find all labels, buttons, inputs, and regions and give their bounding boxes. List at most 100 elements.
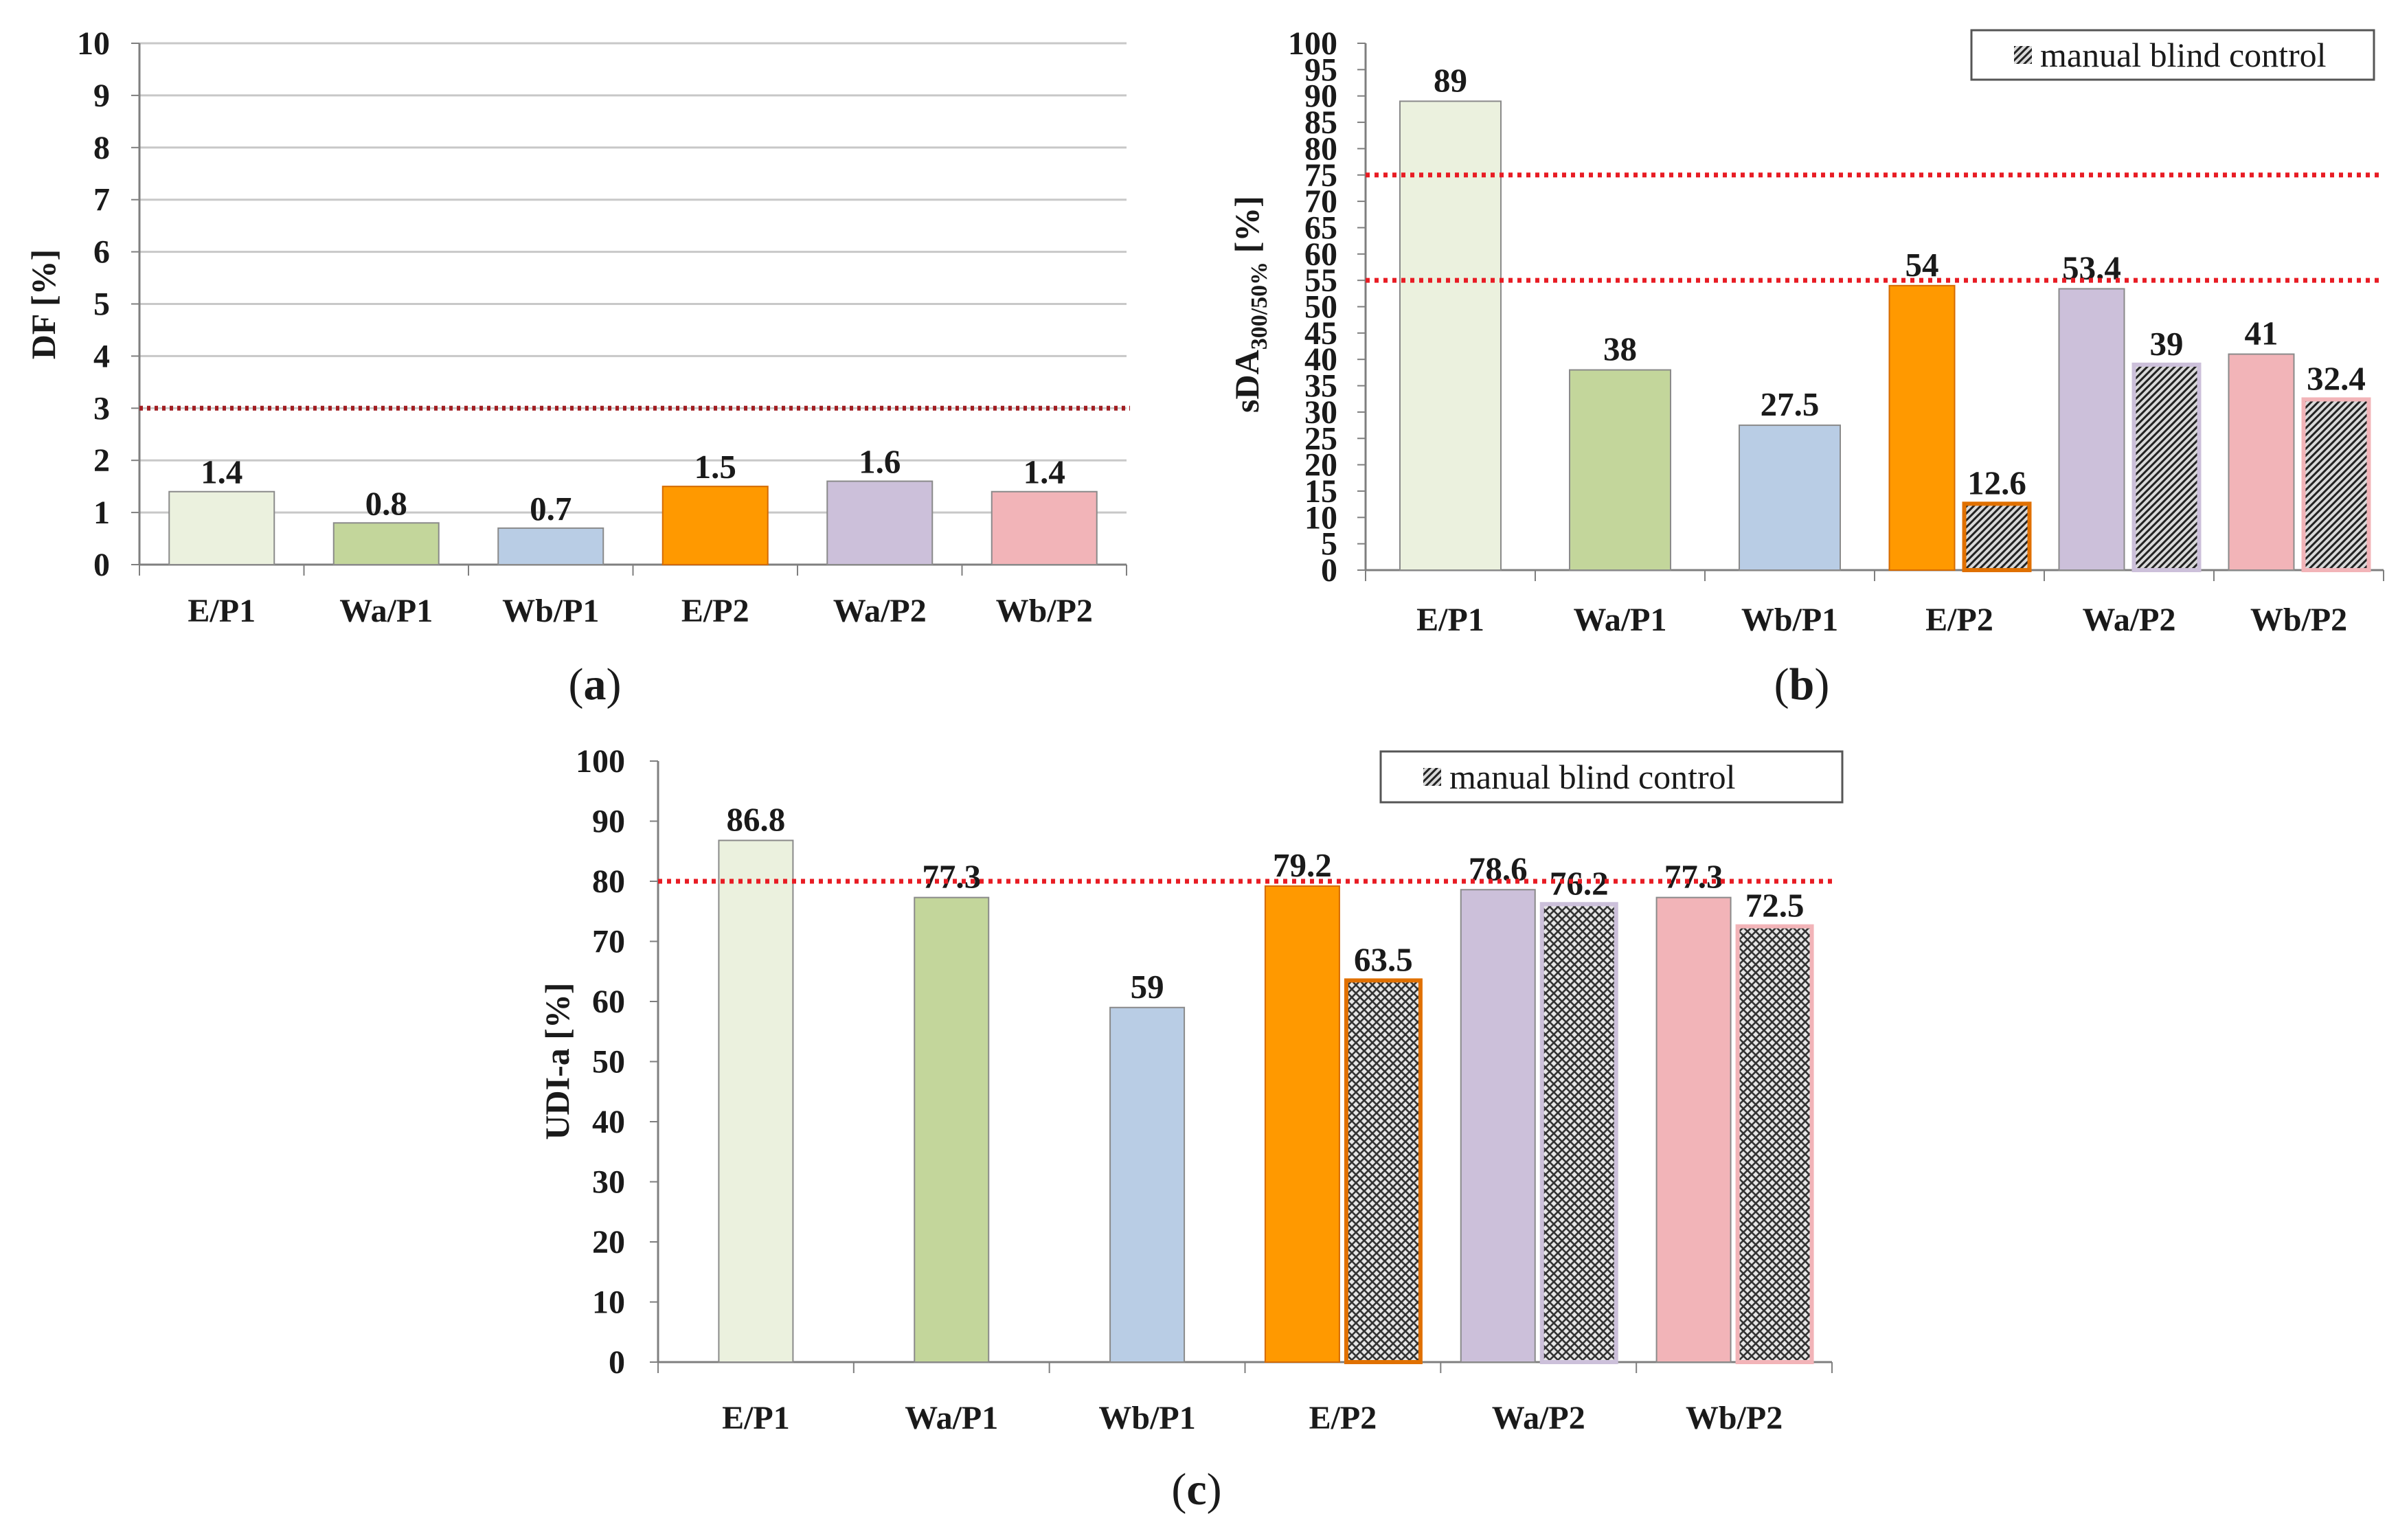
panel-label-letter: c — [1186, 1464, 1206, 1515]
x-tick-label-e-p1: E/P1 — [188, 593, 256, 629]
bar-wb-p1 — [497, 527, 604, 565]
y-tick-label: 30 — [592, 1164, 625, 1201]
data-label-e-p2: 1.5 — [694, 448, 736, 486]
bar-e-p2 — [661, 486, 769, 566]
bar-e-p2 — [1264, 885, 1340, 1363]
bar-wb-p2 — [2228, 353, 2295, 571]
bar-manual-wb-p2 — [2301, 397, 2371, 572]
panel-label-letter: b — [1789, 659, 1815, 710]
y-tick-label: 85 — [1304, 104, 1337, 141]
chart-panel-a: 0 1 2 3 4 5 6 7 8 9 10 E/P1 Wa/P1 Wb/P1 E/P2 Wa/P2 Wb/P2… — [24, 25, 1130, 710]
bar-e-p1 — [1399, 100, 1502, 571]
x-tick-label-wa-p1: Wa/P1 — [905, 1400, 998, 1436]
y-tick-label: 75 — [1304, 157, 1337, 194]
y-axis-label-main: sDA — [1228, 350, 1266, 413]
legend-hatch-icon — [2014, 46, 2032, 64]
panel-label: (b) — [1774, 659, 1830, 710]
y-tick-label: 9 — [93, 78, 110, 114]
panel-label-open: ( — [1171, 1464, 1186, 1515]
bar-manual-e-p2 — [1962, 501, 2032, 572]
data-label-e-p1: 1.4 — [201, 453, 242, 491]
bar-wa-p2 — [1460, 889, 1536, 1363]
data-label-e-p2: 54 — [1905, 246, 1939, 284]
y-tick-label: 60 — [592, 984, 625, 1020]
x-tick-label-wa-p2: Wa/P2 — [833, 593, 927, 629]
y-tick-label: 65 — [1304, 210, 1337, 246]
panel-label-close: ) — [1814, 659, 1829, 710]
bar-wb-p2 — [1655, 896, 1732, 1363]
y-tick-label: 15 — [1304, 473, 1337, 510]
y-tick-label: 45 — [1304, 315, 1337, 352]
chart-panel-c: 0 10 20 30 40 50 60 70 80 90 100 E/P1 Wa/P1 Wb/P1 E/P2… — [538, 743, 1844, 1515]
x-tick-label-wb-p2: Wb/P2 — [2250, 602, 2347, 638]
bar-e-p2 — [1888, 284, 1956, 571]
y-tick-label: 35 — [1304, 368, 1337, 405]
y-tick-label: 0 — [93, 547, 110, 583]
y-tick-label: 90 — [1304, 78, 1337, 115]
y-tick-label: 10 — [592, 1284, 625, 1321]
bar-wa-p1 — [1569, 369, 1671, 571]
x-tick-label-wb-p2: Wb/P2 — [996, 593, 1093, 629]
chart-panel-b: 0510152025303540455055606570758085909510… — [1228, 25, 2384, 710]
data-label-wb-p1: 0.7 — [530, 490, 572, 528]
x-tick-label-e-p2: E/P2 — [681, 593, 749, 629]
panel-label: (c) — [1171, 1464, 1221, 1515]
x-tick-label-wa-p2: Wa/P2 — [2082, 602, 2175, 638]
x-tick-label-e-p1: E/P1 — [722, 1400, 790, 1436]
legend-box — [1970, 29, 2375, 81]
y-tick-label: 55 — [1304, 262, 1337, 299]
data-label-wb-p2: 41 — [2245, 315, 2278, 352]
x-tick-label-e-p1: E/P1 — [1416, 602, 1484, 638]
panel-label-close: ) — [607, 659, 622, 710]
data-label-wa-p1: 38 — [1603, 330, 1637, 368]
y-tick-label: 4 — [93, 338, 110, 374]
y-axis-label: sDA300/50% [%] — [1228, 196, 1272, 413]
legend-label: manual blind control — [2040, 36, 2327, 74]
y-axis-label-sub: 300/50% — [1247, 262, 1272, 350]
y-tick-label: 40 — [592, 1104, 625, 1140]
bar-wa-p2 — [826, 480, 934, 565]
bar-wb-p1 — [1109, 1006, 1186, 1363]
data-label-wa-p1: 0.8 — [365, 484, 407, 522]
y-tick-label: 2 — [93, 442, 110, 479]
x-tick-label-e-p2: E/P2 — [1309, 1400, 1377, 1436]
y-tick-label: 0 — [1321, 552, 1337, 589]
x-tick-label-wa-p1: Wa/P1 — [339, 593, 433, 629]
bar-e-p1 — [718, 839, 794, 1363]
bar-manual-wa-p2 — [1539, 902, 1618, 1364]
y-tick-label: 60 — [1304, 236, 1337, 273]
y-tick-label: 20 — [592, 1224, 625, 1260]
y-tick-label: 50 — [592, 1044, 625, 1080]
data-label-wb-p1: 27.5 — [1761, 385, 1820, 423]
y-axis-label: DF [%] — [24, 249, 63, 360]
legend-label: manual blind control — [1449, 758, 1736, 796]
data-label-wa-p1: 77.3 — [922, 858, 981, 896]
data-label-e-p1: 89 — [1434, 61, 1467, 99]
y-tick-label: 5 — [1321, 526, 1337, 563]
y-tick-label: 90 — [592, 804, 625, 840]
data-label-wb-p2: 1.4 — [1023, 453, 1065, 491]
y-tick-label: 80 — [592, 863, 625, 900]
data-label-wa-p2: 1.6 — [859, 443, 901, 481]
bar-e-p1 — [168, 490, 275, 565]
y-tick-label: 50 — [1304, 289, 1337, 326]
y-tick-label: 70 — [1304, 183, 1337, 220]
y-axis-label-unit: [%] — [1228, 196, 1266, 262]
y-tick-label: 6 — [93, 234, 110, 271]
y-tick-label: 100 — [1288, 25, 1337, 62]
x-tick-label-wb-p1: Wb/P1 — [1741, 602, 1838, 638]
data-label-e-p1: 86.8 — [727, 801, 786, 839]
panel-label: (a) — [569, 659, 622, 710]
data-label-manual-wa-p2: 39 — [2150, 325, 2184, 363]
y-tick-label: 95 — [1304, 52, 1337, 88]
data-label-manual-wb-p2: 72.5 — [1745, 887, 1805, 925]
bar-manual-wb-p2 — [1735, 924, 1814, 1364]
y-tick-label: 20 — [1304, 447, 1337, 484]
bar-wa-p2 — [2058, 288, 2125, 571]
x-tick-label-wb-p1: Wb/P1 — [502, 593, 599, 629]
bar-manual-e-p2 — [1344, 978, 1423, 1364]
y-tick-label: 1 — [93, 495, 110, 531]
x-tick-label-wb-p1: Wb/P1 — [1098, 1400, 1195, 1436]
